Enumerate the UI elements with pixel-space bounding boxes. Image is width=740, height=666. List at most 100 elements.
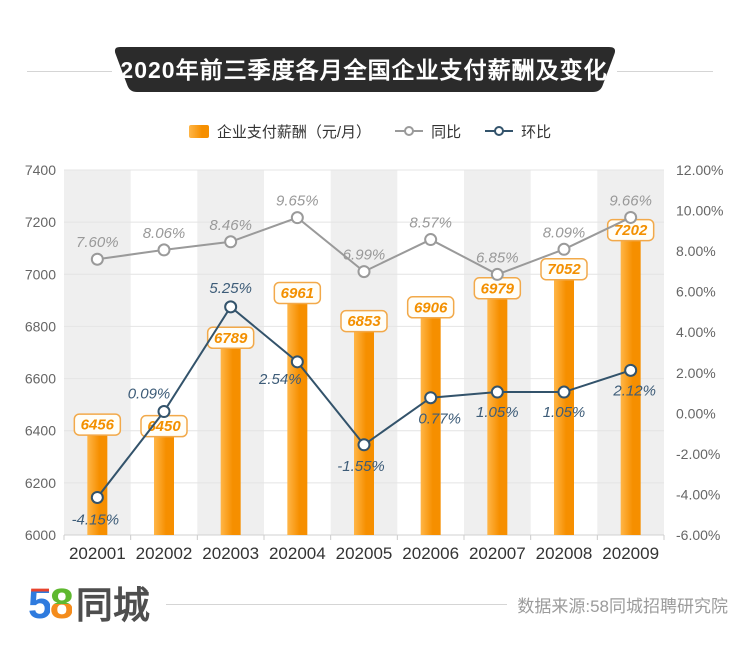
mom-point-label: -4.15% xyxy=(72,511,120,528)
data-source-text: 数据来源:58同城招聘研究院 xyxy=(517,596,728,616)
right-axis-label: 10.00% xyxy=(676,203,723,219)
mom-point-label: 0.09% xyxy=(128,386,171,403)
bar-value-label-box xyxy=(540,257,588,281)
page-title: 2020年前三季度各月全国企业支付薪酬及变化 xyxy=(120,57,607,83)
left-axis-label: 7200 xyxy=(25,214,56,230)
salary-bar xyxy=(620,221,641,535)
mom-point xyxy=(90,490,104,504)
bar-value-label-box xyxy=(73,413,122,436)
bar-value-label: 7202 xyxy=(614,222,648,239)
legend-item-mom: 环比 xyxy=(485,121,551,142)
salary-legend-label: 企业支付薪酬（元/月） xyxy=(216,123,372,141)
right-axis-label: -2.00% xyxy=(676,446,720,462)
bar-value-label-box xyxy=(340,309,388,333)
footer: 58 同城 数据来源:58同城招聘研究院 xyxy=(28,576,728,632)
right-axis-label: 12.00% xyxy=(676,162,723,178)
salary-bar xyxy=(87,416,108,535)
yoy-point xyxy=(624,210,638,224)
bar-value-label: 6789 xyxy=(214,330,248,347)
logo-text-city: 同城 xyxy=(75,584,150,626)
salary-bar xyxy=(354,312,374,535)
yoy-point-label: 6.99% xyxy=(343,247,386,264)
yoy-legend-label: 同比 xyxy=(431,123,462,141)
x-axis-label: 202009 xyxy=(602,544,659,563)
yoy-point xyxy=(290,211,304,225)
right-axis-label: 0.00% xyxy=(676,405,716,421)
x-axis-label: 202008 xyxy=(536,544,593,563)
salary-bar xyxy=(287,284,308,535)
legend: 企业支付薪酬（元/月） 同比 环比 xyxy=(0,120,740,142)
title-banner-shape xyxy=(114,47,616,92)
left-axis-label: 7400 xyxy=(25,162,56,178)
mom-point-label: 1.05% xyxy=(543,404,586,421)
bar-value-label: 6979 xyxy=(481,280,515,297)
yoy-legend-marker xyxy=(395,125,424,138)
yoy-point-label: 8.06% xyxy=(143,225,186,242)
mom-point-label: 5.25% xyxy=(209,280,252,297)
mom-point xyxy=(490,385,504,399)
yoy-point xyxy=(424,233,438,247)
x-axis-label: 202007 xyxy=(469,544,526,563)
mom-point xyxy=(557,385,571,399)
mom-point xyxy=(424,391,438,405)
yoy-point xyxy=(224,235,238,249)
mom-point-label: 2.54% xyxy=(258,371,302,388)
mom-point xyxy=(624,363,638,377)
mom-point xyxy=(290,355,304,369)
right-axis-label: 8.00% xyxy=(676,243,716,259)
yoy-point xyxy=(557,242,571,256)
mom-point xyxy=(157,405,171,419)
right-axis-label: -4.00% xyxy=(676,486,720,502)
x-axis-label: 202001 xyxy=(69,544,126,563)
bar-value-label-box xyxy=(273,281,322,305)
logo-digit-8: 8 xyxy=(49,579,74,628)
salary-bar xyxy=(487,279,508,535)
yoy-point xyxy=(357,265,371,279)
yoy-point-label: 7.60% xyxy=(76,234,119,251)
footer-divider xyxy=(165,603,508,605)
mom-point-label: -1.55% xyxy=(337,458,385,475)
x-axis-label: 202005 xyxy=(336,544,393,563)
bar-value-label: 6853 xyxy=(347,313,381,330)
bar-value-label: 6456 xyxy=(81,417,115,434)
bar-value-label: 7052 xyxy=(547,261,581,278)
logo-58tongcheng: 58 同城 xyxy=(28,579,150,628)
yoy-point xyxy=(157,243,171,257)
right-axis-label: -6.00% xyxy=(676,527,720,543)
yoy-point-label: 9.65% xyxy=(276,193,319,210)
left-axis-label: 6800 xyxy=(25,318,56,334)
right-axis-label: 6.00% xyxy=(676,284,716,300)
x-axis-label: 202002 xyxy=(136,544,193,563)
left-axis-label: 6600 xyxy=(25,371,56,387)
mom-point xyxy=(224,300,238,314)
x-axis-label: 202004 xyxy=(269,544,326,563)
yoy-point xyxy=(490,267,504,281)
left-axis-label: 6400 xyxy=(25,423,56,439)
bar-value-label-box xyxy=(406,296,455,319)
logo-digit-5: 5 xyxy=(28,579,52,628)
x-axis-label: 202003 xyxy=(202,544,259,563)
yoy-point-label: 9.66% xyxy=(609,192,652,209)
left-axis-label: 6000 xyxy=(25,527,56,543)
yoy-point-label: 6.85% xyxy=(476,249,519,266)
header: 2020年前三季度各月全国企业支付薪酬及变化 xyxy=(27,47,713,92)
yoy-point xyxy=(90,252,104,266)
right-axis-label: 4.00% xyxy=(676,324,716,340)
left-axis-label: 7000 xyxy=(25,266,56,282)
mom-point xyxy=(357,438,371,452)
legend-item-yoy: 同比 xyxy=(395,121,461,142)
mom-legend-marker xyxy=(485,125,514,138)
x-axis-label: 202006 xyxy=(402,544,459,563)
yoy-point-label: 8.09% xyxy=(543,224,586,241)
legend-item-salary: 企业支付薪酬（元/月） xyxy=(188,121,372,142)
left-axis-label: 6200 xyxy=(25,475,56,491)
mom-point-label: 0.77% xyxy=(418,411,461,428)
salary-bar xyxy=(420,298,441,535)
right-axis-label: 2.00% xyxy=(676,365,716,381)
bar-value-label: 6906 xyxy=(414,299,448,316)
combo-chart: 7400 7200 7000 6800 6600 6400 6200 6000 12.00% 10… xyxy=(25,162,724,563)
mom-point-label: 2.12% xyxy=(612,382,656,399)
salary-legend-swatch xyxy=(188,124,209,138)
bar-value-label: 6961 xyxy=(281,285,314,302)
